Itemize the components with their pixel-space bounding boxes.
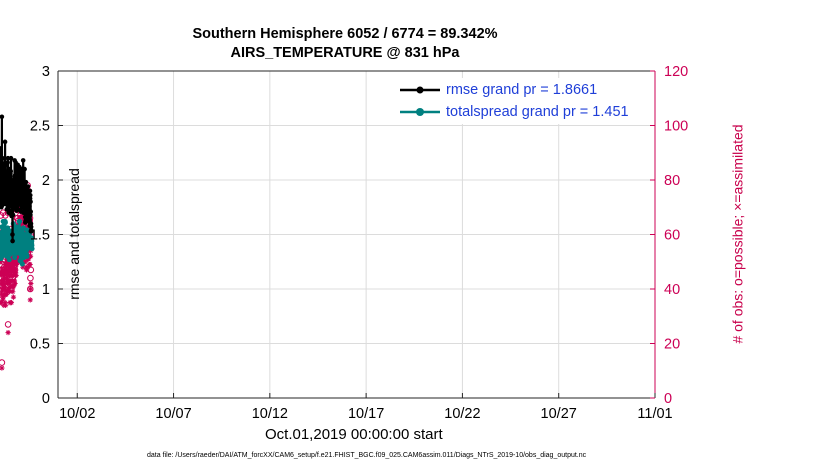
rmse-point (29, 228, 34, 234)
obs-possible-marker (4, 321, 12, 328)
obs-assimilated-marker (10, 294, 17, 300)
totalspread-point (2, 219, 8, 226)
totalspread-point (29, 246, 35, 252)
rmse-point (27, 203, 32, 209)
y-axis-right-label: # of obs: o=possible; ×=assimilated (729, 124, 746, 344)
y-left-tick-label: 1 (42, 282, 50, 298)
obs-assimilated-marker (13, 272, 19, 278)
legend: rmse grand pr = 1.8661 totalspread grand… (398, 78, 653, 124)
y-right-tick-label: 100 (664, 119, 688, 135)
rmse-point (28, 221, 34, 226)
y-axis-left-label: rmse and totalspread (65, 168, 82, 300)
obs-assimilated-marker (6, 289, 13, 295)
totalspread-point (16, 218, 23, 225)
y-right-tick-label: 80 (664, 173, 680, 189)
totalspread-point (12, 254, 18, 260)
rmse-point (0, 114, 5, 120)
obs-possible-marker (27, 274, 34, 282)
y-right-tick-label: 120 (664, 64, 688, 80)
legend-item-rmse: rmse grand pr = 1.8661 (398, 80, 597, 100)
rmse-point (10, 238, 15, 244)
totalspread-point (24, 253, 30, 259)
obs-possible-marker (26, 285, 34, 293)
rmse-point (28, 224, 34, 230)
x-tick-label: 10/12 (252, 406, 288, 422)
rmse-point (28, 209, 34, 214)
x-tick-label: 10/17 (348, 406, 384, 422)
rmse-point (6, 177, 12, 183)
data-file-footnote: data file: /Users/raeder/DAI/ATM_forcXX/… (147, 452, 587, 459)
rmse-point (27, 192, 33, 198)
totalspread-point (0, 224, 5, 230)
rmse-point (5, 160, 10, 165)
y-left-tick-label: 2.5 (30, 119, 50, 135)
rmse-point (6, 208, 12, 213)
rmse-point (2, 139, 8, 145)
rmse-point (28, 199, 33, 205)
x-tick-label: 10/22 (444, 406, 480, 422)
rmse-point (8, 155, 14, 161)
obs-assimilated-marker (3, 302, 9, 308)
x-tick-label: 10/02 (59, 406, 95, 422)
obs-assimilated-marker (5, 330, 11, 336)
chart-title-line1: Southern Hemisphere 6052 / 6774 = 89.342… (192, 26, 498, 42)
obs-assimilated-marker (10, 289, 16, 295)
obs-assimilated-marker (12, 280, 18, 287)
legend-swatch-spread (400, 108, 440, 116)
y-left-tick-label: 2 (42, 173, 50, 189)
rmse-point (0, 146, 3, 151)
obs-assimilated-marker (27, 286, 34, 292)
obs-assimilated-marker (0, 365, 5, 371)
rmse-point (25, 184, 31, 189)
rmse-point (20, 158, 26, 163)
obs-assimilated-marker (28, 280, 34, 287)
legend-label-rmse: rmse grand pr = 1.8661 (446, 82, 598, 98)
totalspread-point (6, 256, 12, 263)
totalspread-point (19, 261, 25, 267)
rmse-point (27, 188, 33, 194)
legend-item-spread: totalspread grand pr = 1.451 (398, 102, 629, 122)
x-tick-label: 10/07 (155, 406, 191, 422)
y-left-tick-label: 0 (42, 391, 50, 407)
y-left-tick-label: 1.5 (30, 228, 50, 244)
rmse-point (8, 168, 14, 174)
rmse-point (0, 155, 5, 161)
legend-label-spread: totalspread grand pr = 1.451 (446, 104, 629, 120)
y-right-tick-label: 40 (664, 282, 680, 298)
rmse-point (22, 166, 27, 172)
obs-assimilated-marker (27, 261, 33, 268)
totalspread-point (20, 225, 27, 231)
x-tick-label: 11/01 (637, 406, 672, 422)
chart-title-line2: AIRS_TEMPERATURE @ 831 hPa (230, 45, 460, 61)
legend-swatch-rmse (400, 86, 440, 94)
x-axis-label: Oct.01,2019 00:00:00 start (265, 426, 443, 443)
obs-assimilated-marker (8, 300, 15, 306)
rmse-point (10, 212, 16, 218)
x-tick-label: 10/27 (541, 406, 577, 422)
y-right-tick-label: 20 (664, 337, 680, 353)
y-left-tick-label: 3 (42, 64, 50, 80)
y-right-tick-label: 0 (664, 391, 672, 407)
rmse-point (10, 232, 15, 237)
totalspread-point (29, 238, 35, 244)
rmse-point (23, 179, 29, 185)
obs-possible-marker (0, 359, 6, 366)
obs-assimilated-marker (27, 297, 33, 303)
y-left-tick-label: 0.5 (30, 337, 50, 353)
y-right-tick-label: 60 (664, 228, 680, 244)
